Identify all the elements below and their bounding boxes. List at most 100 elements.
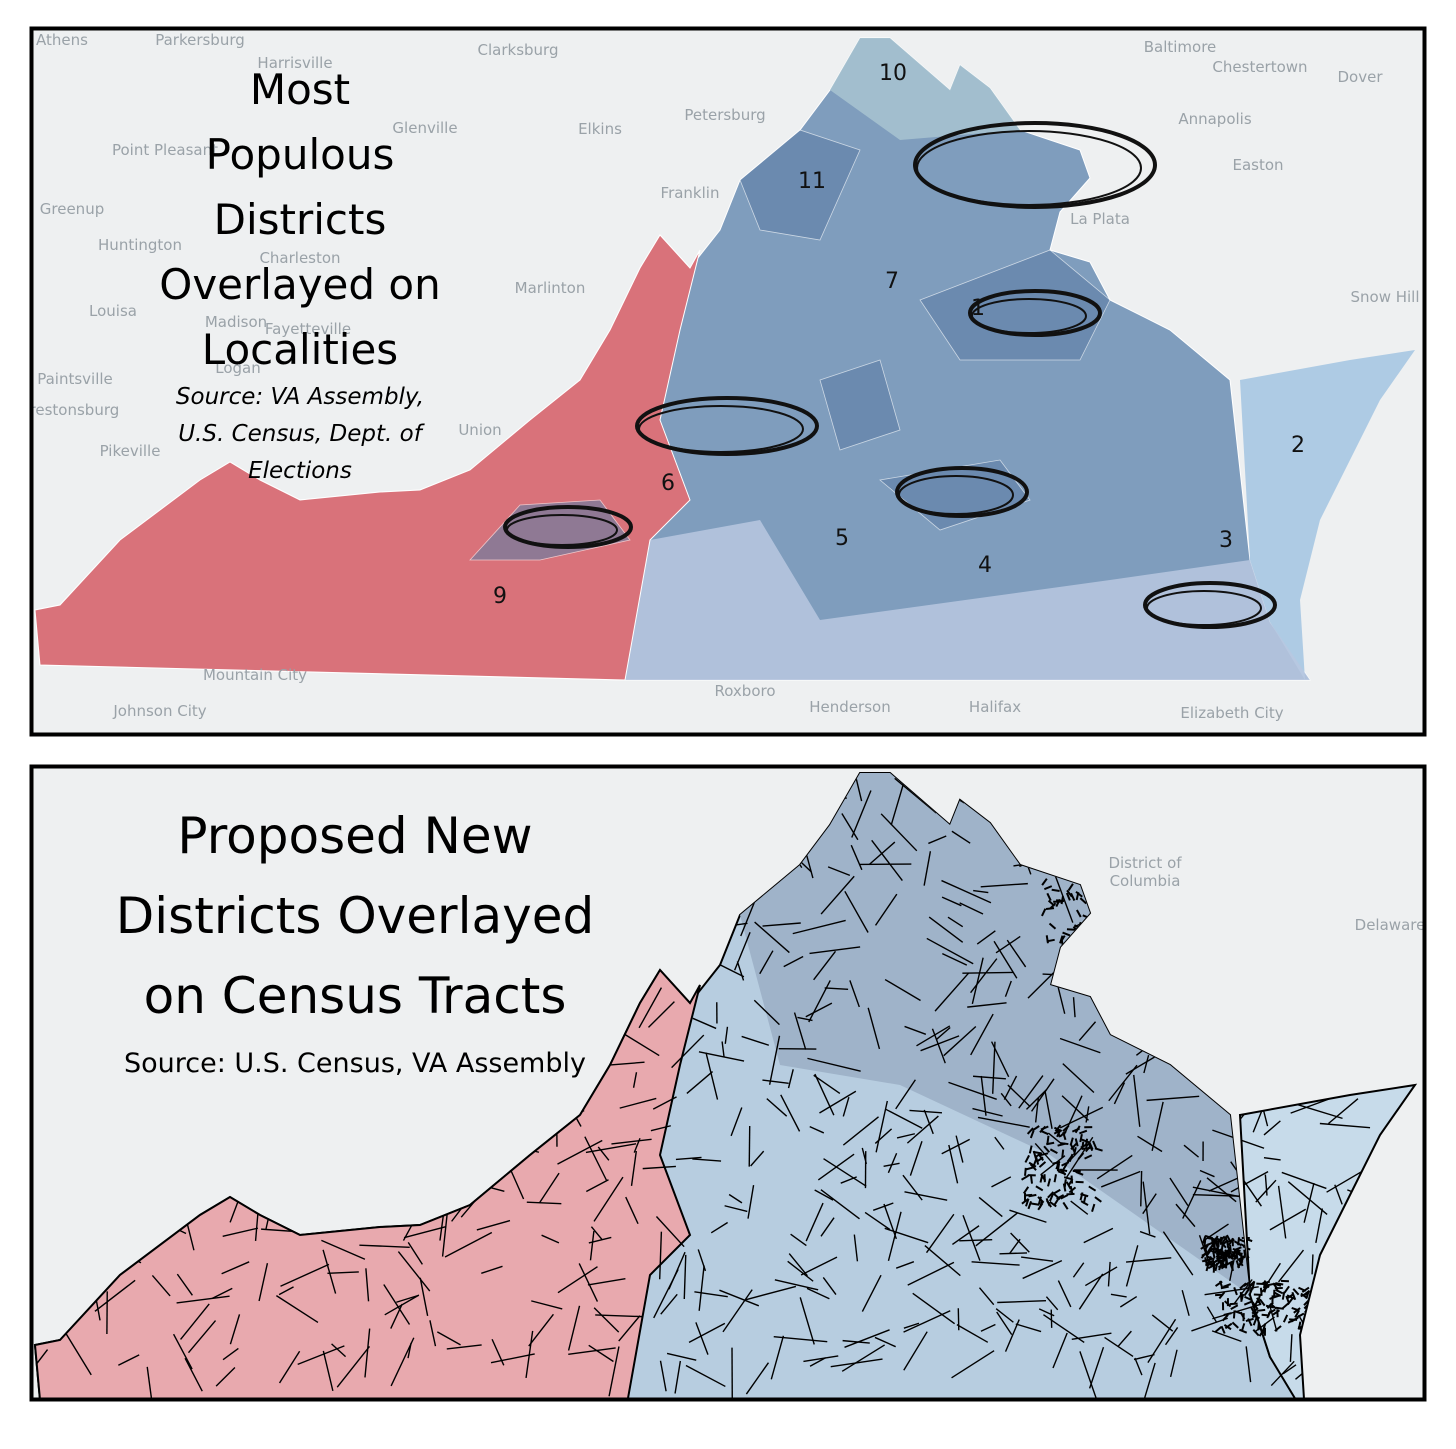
tract-boundary: [1220, 1285, 1229, 1290]
region-west: [33, 968, 701, 1398]
circled-area: [898, 475, 1014, 515]
tract-boundary: [1224, 1249, 1230, 1258]
tract-boundary: [1070, 892, 1076, 901]
tract-boundary: [774, 1279, 819, 1291]
circled-area: [1146, 590, 1262, 626]
tract-boundary: [585, 1179, 609, 1193]
tract-boundary: [1301, 1286, 1310, 1293]
tract-boundary: [1133, 1074, 1141, 1127]
tract-boundary: [365, 1268, 370, 1302]
tract-boundary: [1285, 1295, 1291, 1304]
tract-boundary: [719, 1289, 760, 1307]
tract-boundary: [1303, 1298, 1311, 1306]
tract-boundary: [1061, 1095, 1089, 1121]
tract-boundary: [806, 1287, 830, 1300]
tract-boundary: [1072, 1169, 1081, 1173]
tract-boundary: [1143, 1362, 1156, 1398]
place-label: Union: [458, 421, 501, 439]
tract-boundary: [1049, 1201, 1057, 1208]
tract-boundary: [280, 1263, 330, 1287]
source-line: Source: VA Assembly,: [176, 384, 424, 410]
place-label: Fayetteville: [265, 320, 351, 338]
tract-boundary: [1067, 883, 1074, 892]
tract-boundary: [692, 1158, 722, 1162]
tract-boundary: [322, 1249, 337, 1294]
place-label: Johnson City: [112, 702, 206, 720]
tract-boundary: [1220, 1325, 1226, 1334]
tract-boundary: [841, 813, 859, 841]
tract-boundary: [1088, 1346, 1105, 1389]
tract-boundary: [941, 879, 992, 904]
tract-boundary: [1052, 1188, 1061, 1195]
tract-boundary: [172, 1333, 193, 1370]
tract-boundary: [671, 1034, 705, 1069]
tract-boundary: [887, 1152, 898, 1174]
tract-boundary: [1204, 1247, 1209, 1256]
tract-boundary: [1068, 1153, 1074, 1162]
tract-boundary: [1063, 1176, 1073, 1181]
tract-boundary: [1065, 892, 1071, 901]
tract-boundary: [1047, 1178, 1052, 1187]
tract-boundary: [625, 1196, 639, 1225]
tract-boundary: [1235, 1260, 1241, 1269]
tract-boundary: [1100, 1170, 1141, 1188]
tract-boundary: [118, 1354, 140, 1366]
tract-boundary: [588, 1236, 612, 1244]
tract-boundary: [754, 921, 790, 954]
tract-boundary: [1237, 1256, 1246, 1261]
tract-boundary: [1047, 1191, 1055, 1199]
tract-boundary: [1281, 1302, 1289, 1310]
tract-boundary: [1300, 1292, 1309, 1298]
tract-boundary: [895, 1079, 916, 1110]
tract-boundary: [403, 1225, 447, 1239]
tract-boundary: [618, 1315, 641, 1342]
tract-boundary: [895, 1261, 915, 1269]
tract-boundary: [1044, 1090, 1053, 1129]
tract-boundary: [1048, 922, 1057, 930]
source: Source: U.S. Census, VA Assembly: [124, 1048, 586, 1079]
locality: [819, 359, 901, 451]
tract-boundary: [1334, 1184, 1343, 1205]
title-line: Overlayed on: [159, 260, 440, 309]
tract-boundary: [1237, 1237, 1241, 1246]
tract-boundary: [444, 1231, 493, 1258]
tract-boundary: [1291, 1291, 1297, 1301]
place-label: Baltimore: [1144, 38, 1217, 56]
place-label: Marlinton: [515, 279, 586, 297]
tract-boundary: [1032, 1157, 1038, 1167]
tract-boundary: [840, 1176, 857, 1184]
tract-boundary: [842, 1339, 870, 1344]
tract-boundary: [992, 1041, 996, 1094]
tract-boundary: [1151, 1101, 1164, 1151]
place-label: La Plata: [1070, 210, 1130, 228]
tract-boundary: [1263, 1157, 1281, 1161]
tract-boundary: [928, 916, 964, 943]
tract-boundary: [567, 1305, 581, 1351]
tract-boundary: [390, 1303, 403, 1329]
tract-boundary: [1281, 1171, 1327, 1190]
tract-boundary: [936, 1026, 951, 1040]
tract-boundary: [1096, 1154, 1133, 1180]
tract-boundary: [1094, 1147, 1103, 1152]
tract-boundary: [1091, 1203, 1096, 1212]
tract-boundary: [1052, 1332, 1068, 1369]
tract-boundary: [1252, 1328, 1260, 1337]
tract-boundary: [1247, 1280, 1256, 1288]
tract-boundary: [1221, 1314, 1229, 1322]
circled-area: [1143, 581, 1277, 629]
tract-boundary: [1223, 1312, 1232, 1316]
tract-boundary: [686, 1071, 714, 1094]
tract-boundary: [972, 1075, 1006, 1080]
tract-boundary: [321, 1239, 366, 1260]
tract-boundary: [1049, 902, 1057, 910]
tract-boundary: [842, 1116, 879, 1146]
source-line: Elections: [248, 458, 352, 484]
tract-boundary: [1094, 1196, 1102, 1203]
tract-boundary: [568, 1347, 616, 1355]
tract-boundary: [1028, 1161, 1037, 1168]
place-label: District of: [1108, 854, 1182, 872]
tract-boundary: [1081, 1141, 1085, 1150]
tract-boundary: [1218, 1262, 1223, 1271]
tract-boundary: [694, 1291, 728, 1298]
tract-boundary: [151, 1274, 171, 1297]
